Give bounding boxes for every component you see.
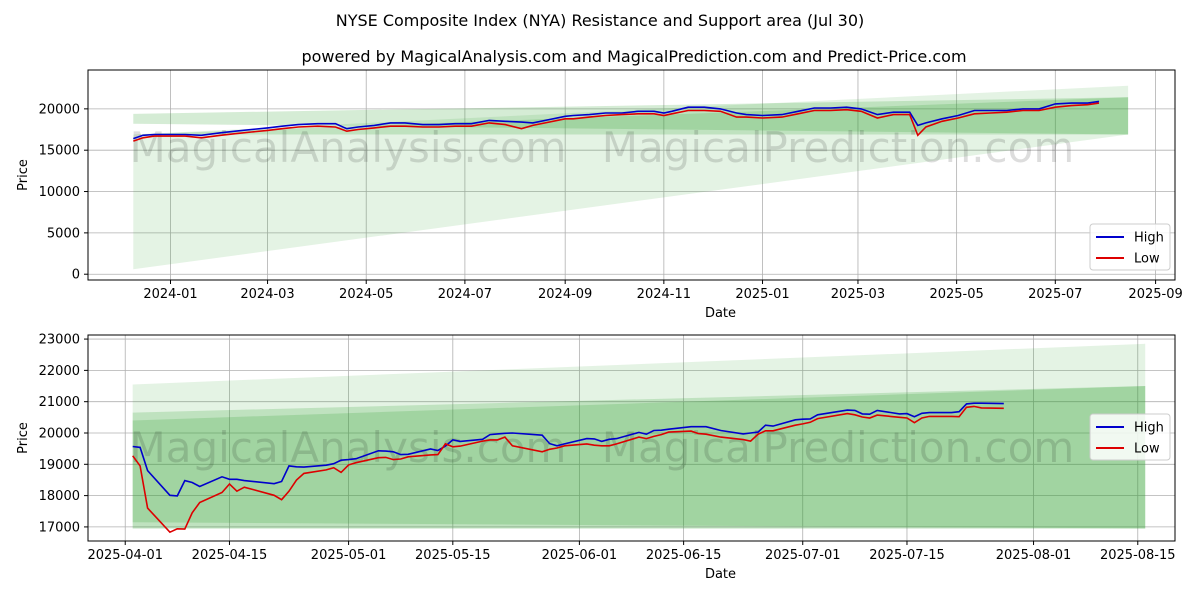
x-tick-label: 2025-05	[929, 287, 983, 302]
y-axis-label: Price	[16, 159, 31, 191]
y-tick-label: 19000	[39, 458, 80, 473]
watermark-group: MagicalAnalysis.com MagicalPrediction.com	[130, 423, 1075, 472]
x-axis-label: Date	[705, 306, 736, 321]
x-tick-label: 2024-07	[438, 287, 492, 302]
x-tick-label: 2025-07-15	[869, 548, 945, 563]
watermark-text: MagicalPrediction.com	[602, 423, 1075, 472]
legend-label-high: High	[1134, 421, 1164, 436]
series-line-low	[132, 405, 1004, 534]
series-line-high	[133, 100, 1100, 140]
y-tick-label: 15000	[39, 144, 80, 159]
x-tick-label: 2024-09	[538, 287, 592, 302]
y-tick-label: 20000	[39, 426, 80, 441]
x-tick-label: 2024-05	[339, 287, 393, 302]
x-tick-label: 2025-04-15	[192, 548, 268, 563]
x-tick-label: 2025-01	[735, 287, 789, 302]
support-resistance-band	[133, 85, 1129, 270]
x-axis-label: Date	[705, 567, 736, 582]
x-tick-label: 2024-03	[240, 287, 294, 302]
y-tick-label: 17000	[39, 520, 80, 535]
top-chart: MagicalAnalysis.com MagicalPrediction.com…	[16, 69, 1183, 321]
y-tick-label: 20000	[39, 102, 80, 117]
x-tick-label: 2024-11	[637, 287, 691, 302]
watermark-text: MagicalPrediction.com	[602, 123, 1075, 172]
y-tick-label: 21000	[39, 395, 80, 410]
chart-title: NYSE Composite Index (NYA) Resistance an…	[336, 11, 865, 30]
chart-subtitle: powered by MagicalAnalysis.com and Magic…	[301, 47, 966, 66]
x-tick-label: 2024-01	[143, 287, 197, 302]
support-resistance-band	[133, 97, 1129, 135]
support-resistance-band	[132, 386, 1146, 529]
plot-frame	[87, 334, 1176, 542]
legend-label-low: Low	[1134, 252, 1160, 267]
series-line-low	[133, 102, 1100, 142]
y-tick-label: 18000	[39, 489, 80, 504]
x-tick-label: 2025-09	[1128, 287, 1182, 302]
x-tick-label: 2025-07-01	[765, 548, 841, 563]
bottom-chart: MagicalAnalysis.com MagicalPrediction.com…	[16, 333, 1176, 582]
y-tick-label: 0	[72, 268, 80, 283]
plot-frame	[87, 69, 1176, 281]
support-resistance-band	[133, 97, 1129, 135]
watermark-text: MagicalAnalysis.com	[130, 423, 567, 472]
legend-label-high: High	[1134, 231, 1164, 246]
y-tick-label: 5000	[47, 226, 80, 241]
support-resistance-band	[132, 386, 1146, 529]
support-resistance-band	[132, 343, 1146, 529]
x-tick-label: 2025-06-01	[542, 548, 618, 563]
y-axis-label: Price	[16, 422, 31, 454]
x-tick-label: 2025-08-15	[1100, 548, 1176, 563]
x-tick-label: 2025-08-01	[996, 548, 1072, 563]
x-tick-label: 2025-06-15	[646, 548, 722, 563]
y-tick-label: 10000	[39, 185, 80, 200]
x-tick-label: 2025-04-01	[87, 548, 163, 563]
x-tick-label: 2025-05-01	[311, 548, 387, 563]
x-tick-label: 2025-03	[831, 287, 885, 302]
x-tick-label: 2025-05-15	[415, 548, 491, 563]
watermark-group: MagicalAnalysis.com MagicalPrediction.com	[130, 123, 1075, 172]
y-tick-label: 23000	[39, 333, 80, 348]
y-tick-label: 22000	[39, 364, 80, 379]
legend-label-low: Low	[1134, 442, 1160, 457]
series-line-high	[132, 402, 1004, 497]
x-tick-label: 2025-07	[1028, 287, 1082, 302]
